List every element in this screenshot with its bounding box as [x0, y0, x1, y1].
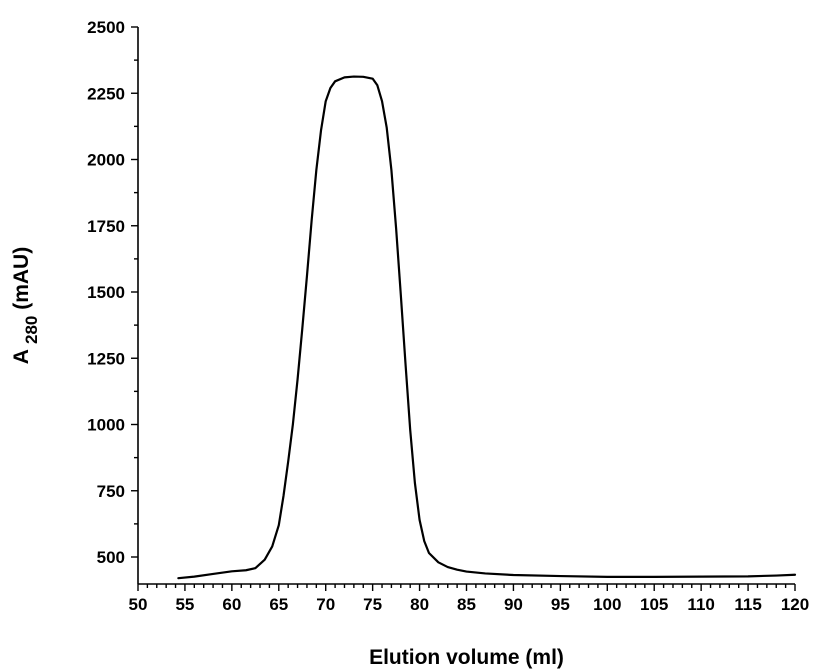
x-tick-label: 55 [175, 595, 194, 614]
x-tick-label: 70 [316, 595, 335, 614]
x-tick-label: 65 [269, 595, 288, 614]
y-tick-label: 2500 [87, 18, 125, 37]
y-axis-title-subscript: 280 [22, 316, 41, 344]
y-axis-title: A 280 (mAU) [10, 247, 42, 364]
y-tick-label: 1000 [87, 416, 125, 435]
tick-labels-group: 50 55 60 65 70 75 80 85 90 95 100 105 110 115 120 500 75… [87, 18, 809, 614]
y-tick-label: 2250 [87, 84, 125, 103]
y-tick-label: 750 [97, 482, 125, 501]
y-tick-label: 500 [97, 548, 125, 567]
x-tick-label: 100 [593, 595, 621, 614]
x-tick-label: 115 [734, 595, 761, 614]
x-tick-label: 105 [640, 595, 668, 614]
y-tick-label: 1750 [87, 217, 125, 236]
x-tick-label: 110 [687, 595, 714, 614]
x-tick-label: 60 [222, 595, 241, 614]
x-tick-label: 75 [363, 595, 382, 614]
y-tick-label: 1500 [87, 283, 125, 302]
y-axis-title-group: A 280 (mAU) [10, 247, 42, 364]
x-tick-label: 95 [551, 595, 570, 614]
x-tick-label: 85 [457, 595, 476, 614]
x-tick-label: 120 [781, 595, 809, 614]
y-axis-title-suffix: (mAU) [10, 247, 33, 310]
y-axis-title-main: A [10, 349, 33, 364]
y-tick-label: 1250 [87, 349, 125, 368]
series-line-0 [177, 75, 797, 580]
x-tick-label: 50 [129, 595, 148, 614]
ticks-group [131, 26, 796, 591]
x-tick-label: 80 [410, 595, 429, 614]
axes [137, 27, 795, 585]
y-tick-label: 2000 [87, 151, 125, 170]
x-tick-label: 90 [504, 595, 523, 614]
x-axis-title: Elution volume (ml) [369, 646, 564, 669]
series-group [177, 75, 797, 580]
